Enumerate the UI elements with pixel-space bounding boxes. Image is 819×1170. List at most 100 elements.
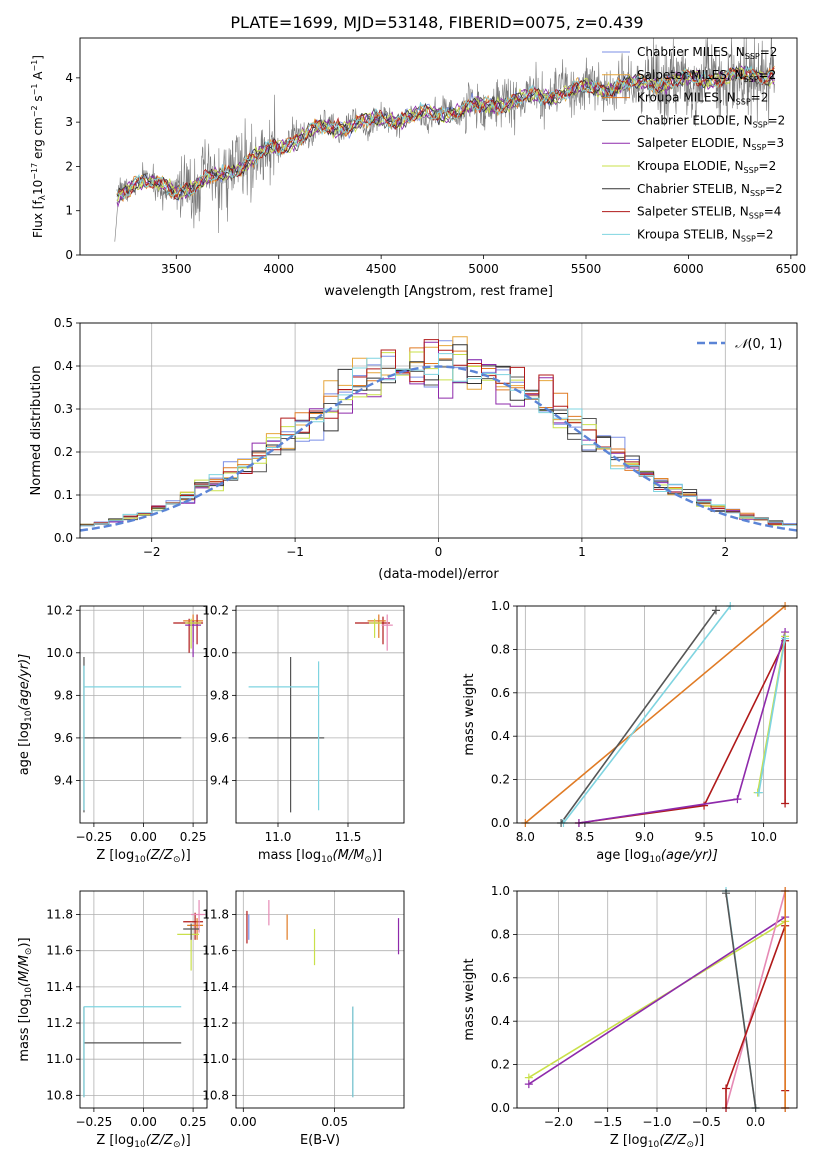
x-axis-label: Z [log10(Z/Z⊙)]: [610, 1133, 704, 1150]
weight-marker: [722, 889, 731, 898]
y-tick-label: 11.6: [202, 944, 229, 958]
y-tick-label: 11.4: [202, 980, 229, 994]
weight-line: [524, 605, 786, 824]
x-tick-label: 6000: [673, 262, 704, 276]
legend-label: Chabrier ELODIE, NSSP=2: [637, 113, 785, 129]
x-tick-label: 0.00: [130, 1115, 157, 1129]
spectrum-panel: 3500 4000 4500 5000 5500 6000 6500 0 1 2 3 4 Chabrie…: [30, 37, 807, 299]
weight-line: [725, 890, 786, 1109]
legend-label: Salpeter ELODIE, NSSP=3: [637, 136, 784, 152]
x-tick-label: 2: [721, 545, 729, 559]
spectrum-model-line: [116, 66, 775, 200]
x-tick-label: 0: [435, 545, 443, 559]
legend-label: Kroupa ELODIE, NSSP=2: [637, 159, 776, 175]
gaussian-curve: [79, 365, 798, 532]
axes-frame: [79, 605, 208, 824]
legend-label: Kroupa STELIB, NSSP=2: [637, 227, 774, 243]
legend-label: Chabrier MILES, NSSP=2: [637, 45, 777, 61]
y-tick-label: 3: [65, 115, 73, 129]
y-axis-label: mass weight: [462, 958, 477, 1040]
y-tick-label: 11.2: [46, 1016, 73, 1030]
y-axis-label: age [log10(age/yr)]: [17, 654, 34, 776]
weight-marker: [700, 801, 709, 810]
x-axis-label: Z [log10(Z/Z⊙)]: [96, 848, 190, 865]
y-tick-label: 0.2: [491, 1058, 510, 1072]
x-tick-label: −0.5: [692, 1115, 721, 1129]
age-vs-mass-panel: 11.0 11.5 9.4 9.6 9.8 10.0 10.2 mass [log10(M/M…: [202, 603, 405, 865]
x-tick-label: −0.25: [76, 1115, 113, 1129]
x-tick-label: 3500: [161, 262, 192, 276]
y-tick-label: 0.5: [54, 316, 73, 330]
x-tick-label: 0.25: [180, 830, 207, 844]
y-tick-label: 9.4: [210, 773, 229, 787]
residual-histogram: [80, 353, 797, 527]
x-tick-label: 10.0: [750, 830, 777, 844]
y-tick-label: 4: [65, 71, 73, 85]
y-tick-label: 10.8: [202, 1088, 229, 1102]
spectrum-model-line: [116, 65, 775, 200]
spectrum-model-line: [116, 65, 775, 208]
y-tick-label: 1.0: [491, 599, 510, 613]
y-tick-label: 0.8: [491, 642, 510, 656]
y-tick-label: 1.0: [491, 884, 510, 898]
weight-marker: [722, 1084, 731, 1093]
x-tick-label: 0.00: [230, 1115, 257, 1129]
weight-marker: [733, 795, 742, 804]
y-tick-label: 10.0: [202, 646, 229, 660]
spectrum-model-line: [116, 66, 775, 200]
weight-line: [578, 631, 786, 824]
y-tick-label: 0: [65, 248, 73, 262]
x-axis-label: Z [log10(Z/Z⊙)]: [96, 1133, 190, 1150]
x-axis-label: E(B-V): [300, 1133, 340, 1148]
x-tick-label: 4500: [366, 262, 397, 276]
y-tick-label: 11.8: [46, 908, 73, 922]
y-tick-label: 1: [65, 204, 73, 218]
y-tick-label: 0.6: [491, 971, 510, 985]
weight-line: [528, 920, 786, 1079]
x-axis-label: age [log10(age/yr)]: [596, 848, 718, 865]
axes-frame: [516, 890, 798, 1109]
y-tick-label: 0.8: [491, 927, 510, 941]
y-tick-label: 0.4: [54, 359, 73, 373]
axes-frame: [79, 322, 798, 539]
weight-marker: [781, 799, 790, 808]
x-tick-label: 11.5: [335, 830, 362, 844]
legend-label: Chabrier STELIB, NSSP=2: [637, 182, 783, 198]
y-tick-label: 11.0: [202, 1052, 229, 1066]
y-tick-label: 0.0: [491, 816, 510, 830]
y-tick-label: 0.4: [491, 729, 510, 743]
weight-marker: [524, 1080, 533, 1089]
y-tick-label: 11.4: [46, 980, 73, 994]
weight-marker: [781, 634, 790, 643]
legend-label: Salpeter MILES, NSSP=2: [637, 68, 776, 84]
legend-label: Kroupa MILES, NSSP=2: [637, 91, 768, 107]
legend-label: 𝒩(0, 1): [735, 337, 782, 352]
weight-line: [560, 609, 717, 824]
y-tick-label: 10.8: [46, 1088, 73, 1102]
weight-marker: [711, 606, 720, 615]
x-tick-label: −1.5: [593, 1115, 622, 1129]
x-tick-label: 0.25: [180, 1115, 207, 1129]
legend-label: Salpeter STELIB, NSSP=4: [637, 205, 781, 221]
axes-frame: [79, 37, 798, 256]
y-tick-label: 0.0: [491, 1101, 510, 1115]
y-tick-label: 10.2: [202, 603, 229, 617]
weight-vs-metallicity-panel: −2.0 −1.5 −1.0 −0.5 0.0 0.0 0.2 0.4 0.6 0.8 1.0 Z […: [462, 884, 798, 1150]
y-tick-label: 9.6: [54, 731, 73, 745]
x-tick-label: 6500: [776, 262, 807, 276]
mass-vs-ebv-panel: 0.00 0.05 10.8 11.0 11.2 11.4 11.6 11.8 E(B-V): [202, 890, 405, 1148]
y-axis-label: mass weight: [462, 673, 477, 755]
y-tick-label: 0.6: [491, 686, 510, 700]
y-tick-label: 0.2: [54, 445, 73, 459]
x-tick-label: −2: [143, 545, 161, 559]
x-tick-label: 5000: [468, 262, 499, 276]
y-axis-label: Flux [fλ10−17 erg cm−2 s−1 A−1]: [30, 55, 48, 238]
y-tick-label: 9.8: [54, 688, 73, 702]
x-tick-label: −2.0: [544, 1115, 573, 1129]
x-tick-label: −1.0: [642, 1115, 671, 1129]
weight-line: [562, 605, 731, 824]
axes-frame: [235, 890, 405, 1109]
y-tick-label: 0.2: [491, 773, 510, 787]
weight-marker: [754, 788, 763, 797]
y-tick-label: 9.4: [54, 773, 73, 787]
